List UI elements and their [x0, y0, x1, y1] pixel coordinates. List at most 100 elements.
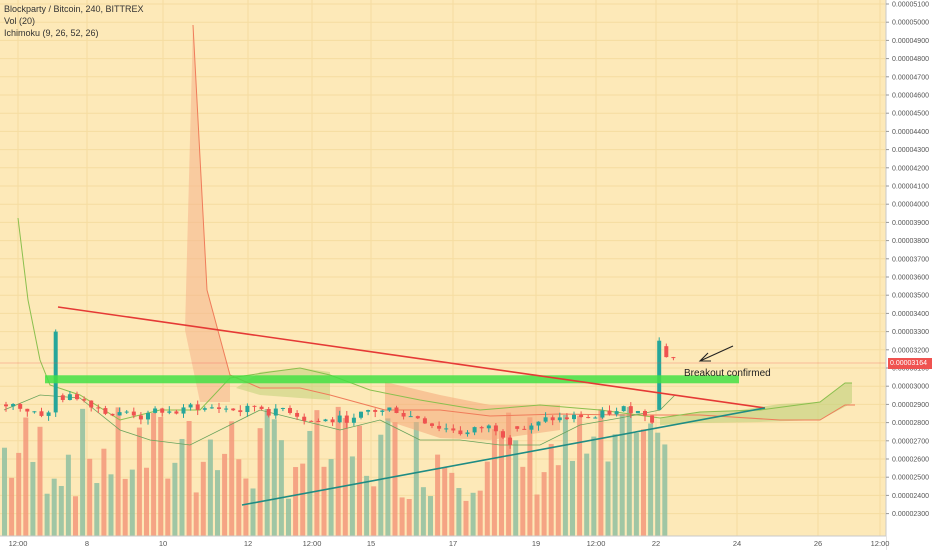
volume-bar: [44, 493, 50, 536]
volume-bar: [605, 461, 611, 536]
candle-body: [557, 417, 562, 421]
y-tick-label: 0.00004800: [892, 56, 929, 63]
candle-body: [643, 410, 647, 416]
candle-body: [224, 408, 229, 410]
y-tick-label: 0.00002300: [892, 511, 929, 518]
candle-body: [671, 357, 676, 359]
volume-bar: [186, 421, 192, 536]
volume-bar: [172, 462, 178, 536]
volume-bar: [37, 426, 43, 536]
volume-bar: [236, 459, 242, 536]
y-tick-label: 0.00003300: [892, 329, 929, 336]
volume-bar: [293, 467, 299, 536]
candle-body: [394, 407, 399, 414]
volume-bar: [484, 461, 490, 536]
candle-body: [493, 425, 498, 432]
candle-body: [39, 411, 44, 416]
y-axis-background: [886, 0, 932, 550]
y-tick-label: 0.00003900: [892, 220, 929, 227]
candle-body: [209, 407, 214, 409]
candle-body: [451, 428, 456, 431]
candle-body: [344, 415, 349, 423]
candle-body: [103, 408, 108, 414]
x-tick-label: 12: [244, 539, 252, 548]
volume-bar: [456, 488, 462, 536]
volume-bar: [129, 469, 135, 536]
candle-body: [295, 412, 300, 417]
x-tick-label: 12:00: [587, 539, 606, 548]
volume-bar: [65, 454, 71, 536]
y-tick-label: 0.00002600: [892, 457, 929, 464]
candle-body: [202, 408, 207, 410]
candle-body: [60, 395, 65, 400]
candle-body: [25, 408, 30, 412]
y-tick-label: 0.00003100: [892, 366, 929, 373]
volume-bar: [413, 422, 419, 536]
volume-bar: [357, 425, 362, 536]
volume-bar: [257, 428, 263, 536]
ichimoku-lagging: [3, 394, 676, 446]
candle-body: [117, 412, 122, 416]
candle-body: [564, 417, 569, 420]
y-tick-label: 0.00002500: [892, 475, 929, 482]
volume-bar: [278, 440, 284, 536]
candle-body: [89, 400, 94, 408]
volume-bar: [491, 429, 497, 536]
y-tick-label: 0.00004600: [892, 93, 929, 100]
volume-indicator-label[interactable]: Vol (20): [4, 16, 36, 26]
candle-body: [46, 412, 51, 416]
candle-body: [67, 394, 72, 400]
volume-bar: [30, 461, 36, 536]
y-tick-label: 0.00005000: [892, 20, 929, 27]
candle-body: [96, 407, 101, 409]
candle-body: [472, 427, 477, 433]
y-tick-label: 0.00004200: [892, 165, 929, 172]
candle-body: [75, 394, 79, 400]
volume-bar: [271, 419, 277, 536]
y-tick-label: 0.00002700: [892, 438, 929, 445]
volume-bar: [314, 410, 320, 536]
candle-body: [415, 416, 420, 419]
x-tick-label: 17: [449, 539, 457, 548]
candle-body: [387, 407, 392, 411]
candle-body: [245, 405, 250, 413]
volume-bar: [641, 429, 646, 536]
y-tick-label: 0.00004000: [892, 202, 929, 209]
volume-bar: [9, 477, 15, 536]
candle-body: [373, 410, 378, 412]
candle-body: [18, 403, 23, 409]
candle-body: [458, 430, 463, 435]
volume-bar: [158, 417, 164, 536]
volume-bar: [428, 496, 433, 536]
volume-bar: [243, 478, 249, 536]
volume-bar: [470, 492, 476, 536]
candle-body: [146, 412, 150, 420]
candle-body: [252, 405, 257, 407]
candle-body: [522, 428, 527, 430]
candle-body: [550, 417, 555, 421]
symbol-title[interactable]: Blockparty / Bitcoin, 240, BITTREX: [4, 4, 144, 14]
candle-body: [628, 406, 633, 414]
volume-bar: [406, 499, 412, 536]
x-axis-background: [0, 536, 886, 550]
volume-bar: [633, 432, 639, 536]
volume-bar: [626, 406, 632, 536]
volume-bar: [51, 478, 57, 536]
volume-bar: [229, 421, 235, 536]
y-tick-label: 0.00004400: [892, 129, 929, 136]
candle-body: [323, 419, 328, 422]
candle-body: [266, 408, 271, 416]
volume-bar: [58, 485, 64, 536]
ichimoku-indicator-label[interactable]: Ichimoku (9, 26, 52, 26): [4, 28, 99, 38]
volume-bar: [648, 423, 654, 536]
candle-body: [401, 413, 406, 417]
candle-body: [465, 432, 470, 435]
volume-bar: [463, 500, 469, 536]
volume-bar: [101, 448, 107, 536]
breakout-annotation: Breakout confirmed: [684, 368, 771, 379]
candle-body: [593, 417, 598, 419]
candle-body: [273, 408, 278, 416]
candle-body: [231, 408, 236, 411]
